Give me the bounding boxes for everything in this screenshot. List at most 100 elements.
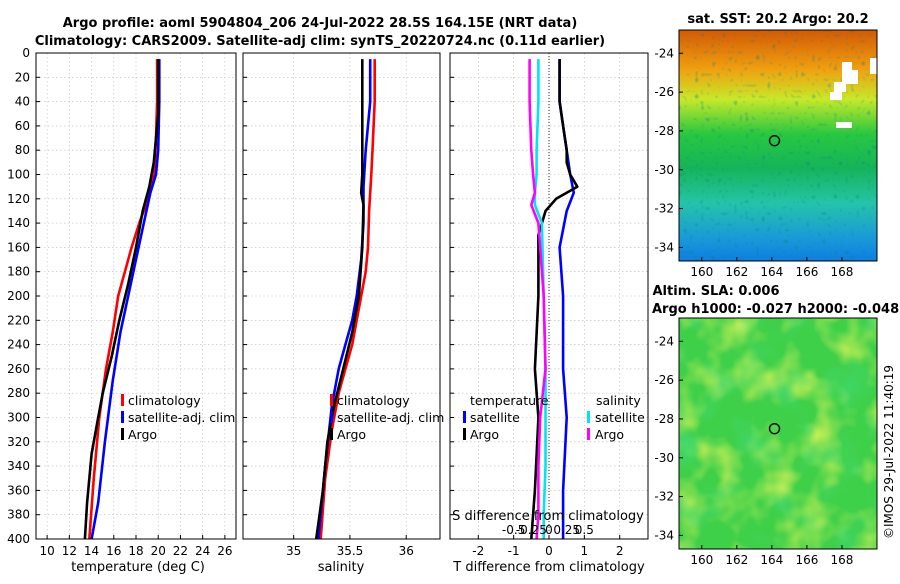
legend-swatch-argo [121,428,124,440]
sst-map-title: sat. SST: 20.2 Argo: 20.2 [687,12,868,27]
sla-map-axes: 160 162 164 166 168 -24 -26 -28 -30 -32 -34 [654,317,878,567]
x-tick-label: 14 [84,544,99,558]
axes-frame [242,52,441,540]
y-tick-label: 200 [7,289,30,303]
temperature-legend: climatology satellite-adj. clim Argo [121,393,235,442]
series-line-argo [83,59,160,540]
legend-swatch-s-argo [587,428,590,440]
legend-title-temperature: temperature [470,393,549,408]
s-tick-label: 0.25 [553,523,580,537]
figure-title: Argo profile: aoml 5904804_206 24-Jul-20… [63,16,578,31]
map-x-tick-label: 162 [725,553,748,567]
map-y-tick-label: -28 [654,412,674,426]
argo-location-marker [768,134,781,147]
map-y-tick-label: -24 [654,46,674,60]
s-difference-label: S difference from climatology [452,509,644,524]
x-tick-label: 12 [62,544,77,558]
y-tick-label: 100 [7,168,30,182]
x-tick-label: 1 [581,544,589,558]
y-tick-label: 300 [7,411,30,425]
x-tick-label: 10 [39,544,54,558]
x-tick-label: 26 [217,544,232,558]
series-line-temperature-satellite [558,59,576,539]
legend-label-argo: Argo [128,427,157,442]
sla-map-subtitle: Argo h1000: -0.027 h2000: -0.048 [652,302,899,317]
difference-xlabel: T difference from climatology [452,560,645,575]
y-tick-label: 40 [15,95,30,109]
y-tick-label: 160 [7,240,30,254]
legend-label-s-argo: Argo [595,427,624,442]
temperature-panel: 10 12 14 16 18 20 22 24 260204060801001201401601… [7,46,237,558]
x-tick-label: 18 [128,544,143,558]
map-x-tick-label: 164 [760,553,783,567]
map-x-tick-label: 166 [795,265,818,279]
x-tick-label: 36 [399,544,414,558]
map-x-tick-label: 160 [690,553,713,567]
y-tick-label: 280 [7,386,30,400]
legend-title-salinity: salinity [596,393,641,408]
series-line-salinity-argo [528,59,547,540]
map-x-tick-label: 162 [725,265,748,279]
sla-lows [679,318,877,549]
x-tick-label: 35.5 [337,544,364,558]
legend-label-t-argo: Argo [470,427,499,442]
legend-swatch-satellite-adj [121,411,124,423]
x-tick-label: 2 [616,544,624,558]
y-tick-label: 400 [7,532,30,546]
legend-swatch-satellite-adj [330,411,333,423]
legend-label-satellite-adj: satellite-adj. clim [337,410,444,425]
y-tick-label: 380 [7,508,30,522]
map-x-tick-label: 168 [831,553,854,567]
legend-label-climatology: climatology [128,393,201,408]
salinity-panel: 35 35.5 36 [242,52,441,558]
y-tick-label: 20 [15,70,30,84]
legend-label-t-satellite: satellite [470,410,520,425]
sla-map [679,318,877,549]
map-y-tick-label: -26 [654,373,674,387]
series-line-argo [314,59,365,540]
legend-swatch-s-satellite [587,411,590,423]
legend-swatch-t-satellite [463,411,466,423]
x-tick-label: -1 [508,544,520,558]
sla-map-title: Altim. SLA: 0.006 [653,284,780,299]
map-x-tick-label: 166 [795,553,818,567]
x-tick-label: 35 [286,544,301,558]
map-frame [678,29,878,262]
map-y-tick-label: -30 [654,451,674,465]
map-x-tick-label: 164 [760,265,783,279]
y-tick-label: 360 [7,483,30,497]
map-y-tick-label: -32 [654,490,674,504]
map-y-tick-label: -26 [654,85,674,99]
x-tick-label: 16 [106,544,121,558]
s-tick-label: -0.25 [516,523,547,537]
map-x-tick-label: 160 [690,265,713,279]
legend-swatch-climatology [330,394,333,406]
y-tick-label: 60 [15,119,30,133]
legend-label-satellite-adj: satellite-adj. clim [128,410,235,425]
x-tick-label: 0 [545,544,553,558]
x-tick-label: 20 [151,544,166,558]
x-tick-label: 24 [195,544,210,558]
sst-cloud-gap [830,58,877,128]
legend-label-argo: Argo [337,427,366,442]
map-x-tick-label: 168 [831,265,854,279]
y-tick-label: 140 [7,216,30,230]
sst-map-axes: 160 162 164 166 168 -24 -26 -28 -30 -32 -34 [654,29,878,279]
series-line-salinity-satellite [533,59,547,539]
y-tick-label: 0 [22,46,30,60]
y-tick-label: 340 [7,459,30,473]
salinity-legend: climatology satellite-adj. clim Argo [330,393,444,442]
s-tick-label: 0.5 [575,523,594,537]
legend-swatch-t-argo [463,428,466,440]
difference-legend: temperature salinity satellite Argo sate… [463,393,645,442]
map-y-tick-label: -24 [654,334,674,348]
argo-location-marker [768,422,781,435]
legend-label-climatology: climatology [337,393,410,408]
y-tick-label: 240 [7,338,30,352]
y-tick-label: 120 [7,192,30,206]
s-difference-ticklabels: -0.5-0.250 0.250.5 [502,523,594,537]
y-tick-label: 80 [15,143,30,157]
figure-subtitle: Climatology: CARS2009. Satellite-adj cli… [35,34,605,49]
map-y-tick-label: -28 [654,124,674,138]
